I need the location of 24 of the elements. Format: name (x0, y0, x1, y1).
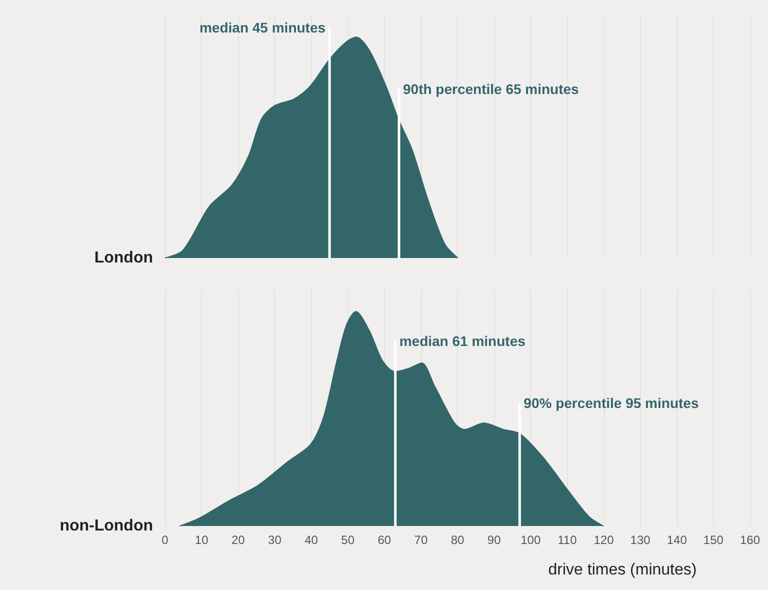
x-tick-label: 30 (268, 533, 282, 547)
x-tick-label: 100 (520, 533, 541, 547)
x-tick-label: 0 (162, 533, 169, 547)
x-tick-label: 140 (666, 533, 688, 547)
y-axis-title: London (94, 250, 153, 266)
x-tick-label: 20 (231, 533, 246, 547)
x-tick-label: 60 (378, 533, 392, 547)
x-tick-label: 150 (703, 533, 724, 547)
x-tick-label: 160 (740, 533, 760, 547)
y-axis-title: non-London (60, 518, 153, 534)
x-axis-title: drive times (minutes) (548, 562, 697, 578)
x-tick-label: 110 (558, 533, 578, 547)
ref-line-label: 90% percentile 95 minutes (524, 394, 699, 411)
x-tick-label: 130 (630, 533, 651, 547)
x-tick-label: 40 (304, 533, 318, 547)
ref-line-label: median 45 minutes (199, 20, 326, 36)
ref-line-label: 90th percentile 65 minutes (403, 80, 580, 97)
x-tick-label: 70 (414, 533, 428, 547)
ref-line-label: median 61 minutes (399, 332, 526, 349)
x-tick-label: 90 (487, 533, 502, 547)
x-tick-label: 10 (194, 533, 209, 547)
x-tick-label: 50 (341, 533, 355, 547)
x-tick-label: 120 (594, 533, 614, 547)
x-tick-label: 80 (450, 533, 464, 547)
